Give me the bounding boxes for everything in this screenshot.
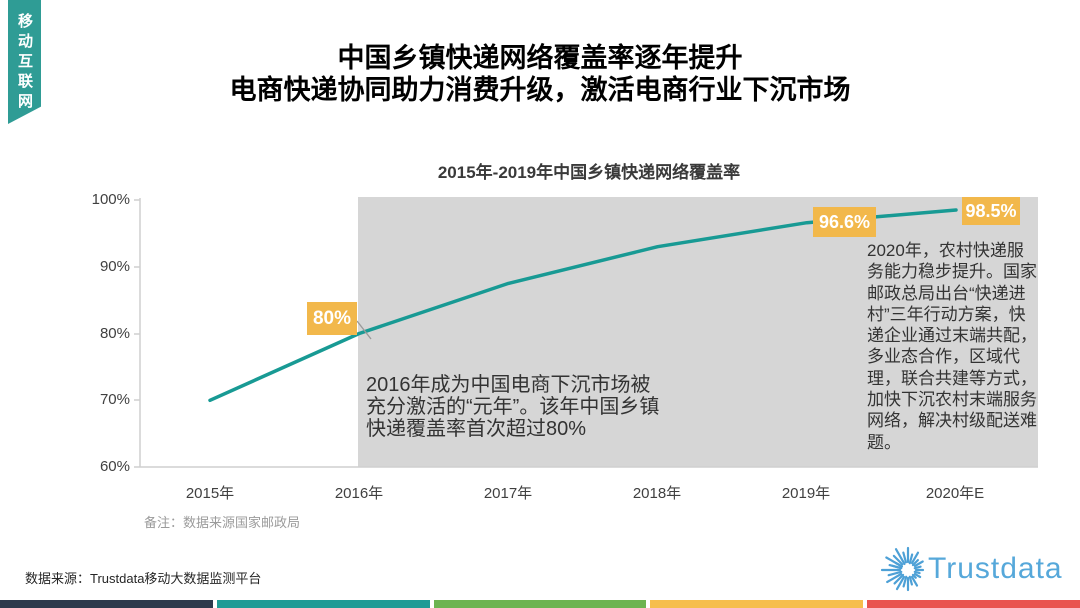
x-tick-2015: 2015年 <box>185 485 235 502</box>
chart-title: 2015年-2019年中国乡镇快递网络覆盖率 <box>437 163 741 182</box>
y-tick-80: 80% <box>99 325 130 342</box>
annotation-2020: 2020年，农村快递服务能力稳步提升。国家邮政总局出台“快递进村”三年行动方案，… <box>867 241 1037 452</box>
ribbon-label: 移动互联网 <box>16 13 33 113</box>
brand-bar-segment <box>867 600 1080 608</box>
x-tick-2018: 2018年 <box>632 485 682 502</box>
label-connector-line <box>356 320 372 340</box>
brand-bar-segment <box>0 600 213 608</box>
x-tick-2019: 2019年 <box>781 485 831 502</box>
y-tick-70: 70% <box>99 391 130 408</box>
y-tick-90: 90% <box>99 258 130 275</box>
brand-bar-segment <box>216 600 430 608</box>
brand-color-bar <box>0 600 1080 608</box>
page-title-line-2: 电商快递协同助力消费升级，激活电商行业下沉市场 <box>229 75 851 105</box>
data-label-2019: 96.6% <box>813 207 876 237</box>
x-tick-2017: 2017年 <box>483 485 533 502</box>
page-title: 中国乡镇快递网络覆盖率逐年提升 电商快递协同助力消费升级，激活电商行业下沉市场 <box>0 42 1080 106</box>
y-axis-ticks <box>134 199 140 468</box>
data-source-text: 数据来源：Trustdata移动大数据监测平台 <box>25 571 262 586</box>
chart-footnote: 备注：数据来源国家邮政局 <box>144 515 301 530</box>
x-tick-2020e: 2020年E <box>925 485 985 502</box>
trustdata-logo: Trustdata <box>878 544 1073 596</box>
data-label-2020e: 98.5% <box>962 197 1020 225</box>
page-title-line-1: 中国乡镇快递网络覆盖率逐年提升 <box>337 43 743 73</box>
x-tick-2016: 2016年 <box>334 485 384 502</box>
trustdata-sunburst-icon <box>880 546 925 592</box>
brand-bar-segment <box>650 600 864 608</box>
y-tick-60: 60% <box>99 458 130 475</box>
y-tick-100: 100% <box>91 191 130 208</box>
highlight-region-2016-2020 <box>358 197 1038 467</box>
data-label-2016: 80% <box>307 302 357 335</box>
trustdata-logo-text: Trustdata <box>928 552 1063 585</box>
mobile-internet-ribbon: 移动互联网 <box>8 0 41 124</box>
brand-bar-segment <box>433 600 647 608</box>
annotation-2016: 2016年成为中国电商下沉市场被充分激活的“元年”。该年中国乡镇快递覆盖率首次超… <box>366 374 660 440</box>
